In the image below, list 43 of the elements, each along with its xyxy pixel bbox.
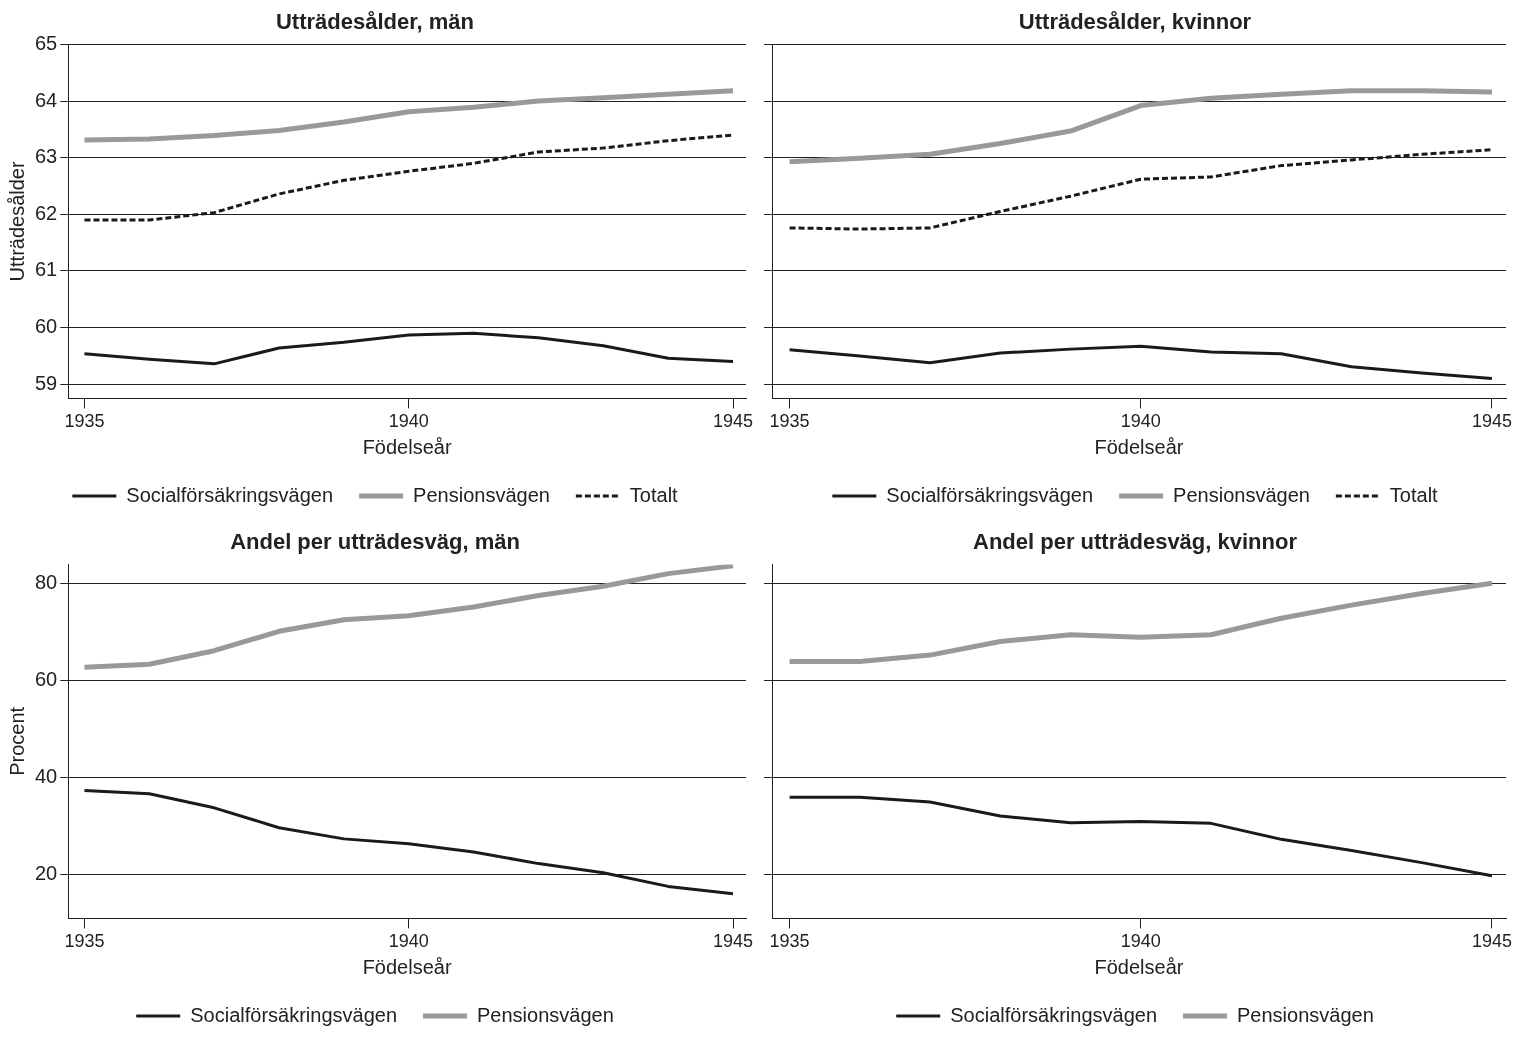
x-tick-label: 1935 <box>769 931 810 952</box>
legend-label: Pensionsvägen <box>477 1003 614 1026</box>
y-tick-label: 62 <box>35 201 58 224</box>
x-tick-label: 1935 <box>64 411 105 432</box>
legend-label: Totalt <box>629 483 679 506</box>
y-tick-label: 65 <box>35 31 58 54</box>
x-tick-label: 1940 <box>1120 411 1161 432</box>
x-tick-label: 1945 <box>1471 411 1512 432</box>
legend-label: Socialförsäkringsvägen <box>190 1003 398 1026</box>
y-tick-label: 60 <box>35 315 58 338</box>
y-tick-label: 61 <box>35 258 58 281</box>
x-tick-label: 1935 <box>64 931 105 952</box>
y-tick-label: 40 <box>35 765 58 788</box>
y-axis-title: Utträdesålder <box>5 161 28 282</box>
y-tick-label: 60 <box>35 668 58 691</box>
chart-title: Andel per utträdesväg, män <box>230 529 520 555</box>
x-axis-title: Födelseår <box>362 435 452 458</box>
x-tick-label: 1940 <box>388 411 429 432</box>
chart-title: Utträdesålder, kvinnor <box>1018 9 1252 35</box>
legend-label: Pensionsvägen <box>413 483 550 506</box>
legend-label: Pensionsvägen <box>1173 483 1310 506</box>
legend-label: Pensionsvägen <box>1237 1003 1374 1026</box>
x-tick-label: 1945 <box>1471 931 1512 952</box>
y-axis-title: Procent <box>5 706 28 776</box>
y-tick-label: 80 <box>35 571 58 594</box>
chart-title: Andel per utträdesväg, kvinnor <box>973 529 1298 555</box>
legend-label: Socialförsäkringsvägen <box>886 483 1094 506</box>
x-tick-label: 1935 <box>769 411 810 432</box>
y-tick-label: 63 <box>35 145 58 168</box>
chart-title: Utträdesålder, män <box>275 9 475 35</box>
legend-label: Socialförsäkringsvägen <box>950 1003 1158 1026</box>
y-tick-label: 20 <box>35 862 58 885</box>
y-tick-label: 64 <box>35 88 58 111</box>
x-tick-label: 1945 <box>713 931 754 952</box>
y-tick-label: 59 <box>35 371 58 394</box>
x-tick-label: 1940 <box>388 931 429 952</box>
x-axis-title: Födelseår <box>1094 955 1184 978</box>
legend-label: Socialförsäkringsvägen <box>126 483 334 506</box>
legend-label: Totalt <box>1389 483 1439 506</box>
x-axis-title: Födelseår <box>1094 435 1184 458</box>
x-tick-label: 1945 <box>713 411 754 432</box>
x-axis-title: Födelseår <box>362 955 452 978</box>
x-tick-label: 1940 <box>1120 931 1161 952</box>
